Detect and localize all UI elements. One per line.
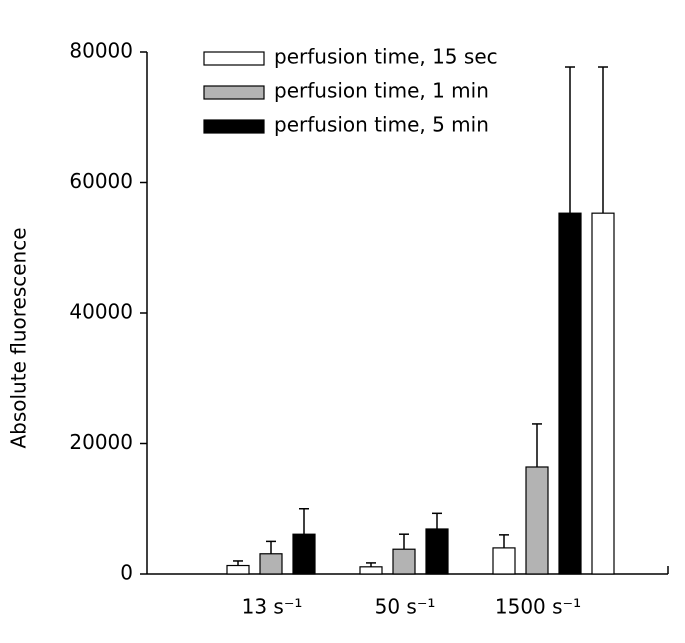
bar: [226, 564, 250, 575]
legend-swatch: [203, 51, 265, 66]
bar: [558, 212, 582, 575]
legend-swatch: [203, 119, 265, 134]
y-tick-label: 20000: [69, 430, 133, 454]
legend-swatch: [203, 85, 265, 100]
bar: [292, 533, 316, 575]
legend-label: perfusion time, 5 min: [274, 113, 489, 137]
y-tick-label: 40000: [69, 300, 133, 324]
legend-label: perfusion time, 15 sec: [274, 45, 498, 69]
y-tick-label: 0: [120, 561, 133, 585]
bar: [492, 547, 516, 575]
bar: [359, 566, 383, 575]
bar: [591, 212, 615, 575]
y-tick-label: 80000: [69, 39, 133, 63]
x-tick-label: 1500 s⁻¹: [495, 595, 581, 619]
y-axis-label: Absolute fluorescence: [7, 227, 31, 448]
bar: [425, 528, 449, 575]
y-tick-label: 60000: [69, 169, 133, 193]
legend-label: perfusion time, 1 min: [274, 79, 489, 103]
x-tick-label: 13 s⁻¹: [242, 595, 303, 619]
bar: [392, 548, 416, 575]
x-tick-label: 50 s⁻¹: [375, 595, 436, 619]
bar: [525, 466, 549, 575]
bar: [259, 553, 283, 575]
